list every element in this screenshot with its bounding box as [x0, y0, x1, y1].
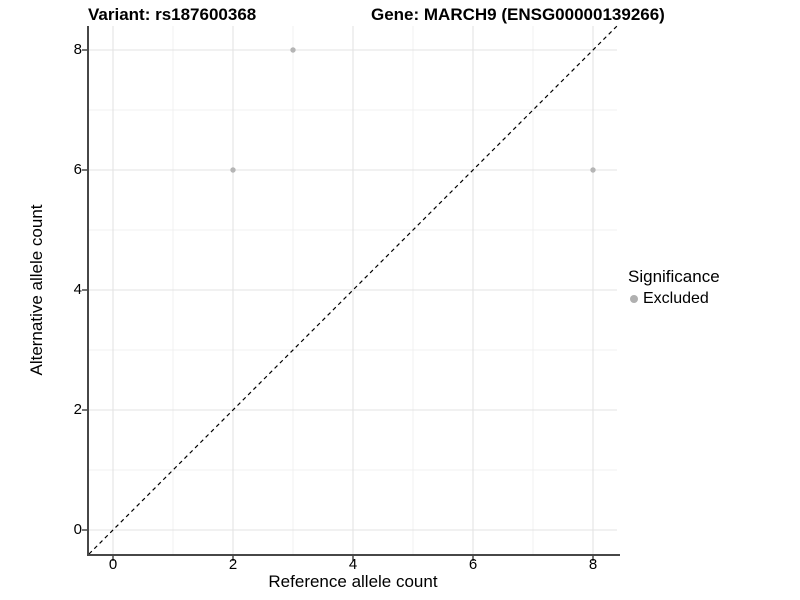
y-tick-label: 4: [73, 281, 82, 298]
y-tick-label: 6: [73, 161, 82, 178]
excluded-point-icon: [630, 294, 638, 303]
x-tick-label: 0: [108, 556, 118, 573]
data-point-excluded: [590, 167, 596, 173]
y-tick-label: 0: [73, 521, 82, 538]
legend-item-excluded: Excluded: [628, 289, 720, 308]
x-axis-title: Reference allele count: [268, 572, 438, 591]
legend: Significance Excluded: [628, 266, 720, 308]
y-tick-label: 2: [73, 401, 82, 418]
y-tick-label: 8: [73, 41, 82, 58]
y-axis-title: Alternative allele count: [27, 204, 46, 376]
x-tick-label: 2: [228, 556, 238, 573]
plot-title-gene: Gene: MARCH9 (ENSG00000139266): [371, 5, 665, 24]
legend-item-label: Excluded: [643, 290, 709, 307]
x-tick-label: 4: [348, 556, 358, 573]
data-point-excluded: [230, 167, 236, 173]
x-tick-label: 8: [588, 556, 598, 573]
legend-title: Significance: [628, 267, 720, 286]
plot-title-variant: Variant: rs187600368: [88, 5, 257, 24]
data-point-excluded: [290, 47, 296, 53]
x-tick-label: 6: [468, 556, 478, 573]
